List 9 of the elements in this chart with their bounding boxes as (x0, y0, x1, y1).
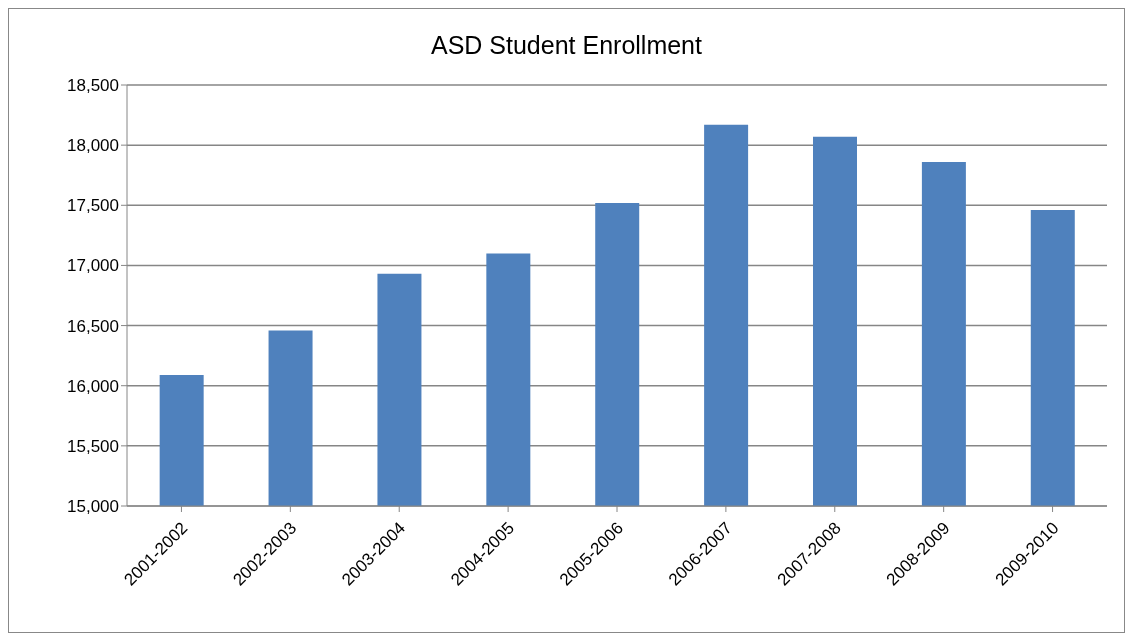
y-tick-label: 16,500 (67, 316, 119, 336)
y-tick-label: 18,500 (67, 76, 119, 96)
y-tick-label: 16,000 (67, 376, 119, 396)
y-tick-label: 15,000 (67, 497, 119, 517)
y-tick-label: 15,500 (67, 436, 119, 456)
chart-title: ASD Student Enrollment (430, 31, 703, 61)
y-tick-label: 18,000 (67, 136, 119, 156)
y-tick-label: 17,500 (67, 196, 119, 216)
y-tick-label: 17,000 (67, 256, 119, 276)
